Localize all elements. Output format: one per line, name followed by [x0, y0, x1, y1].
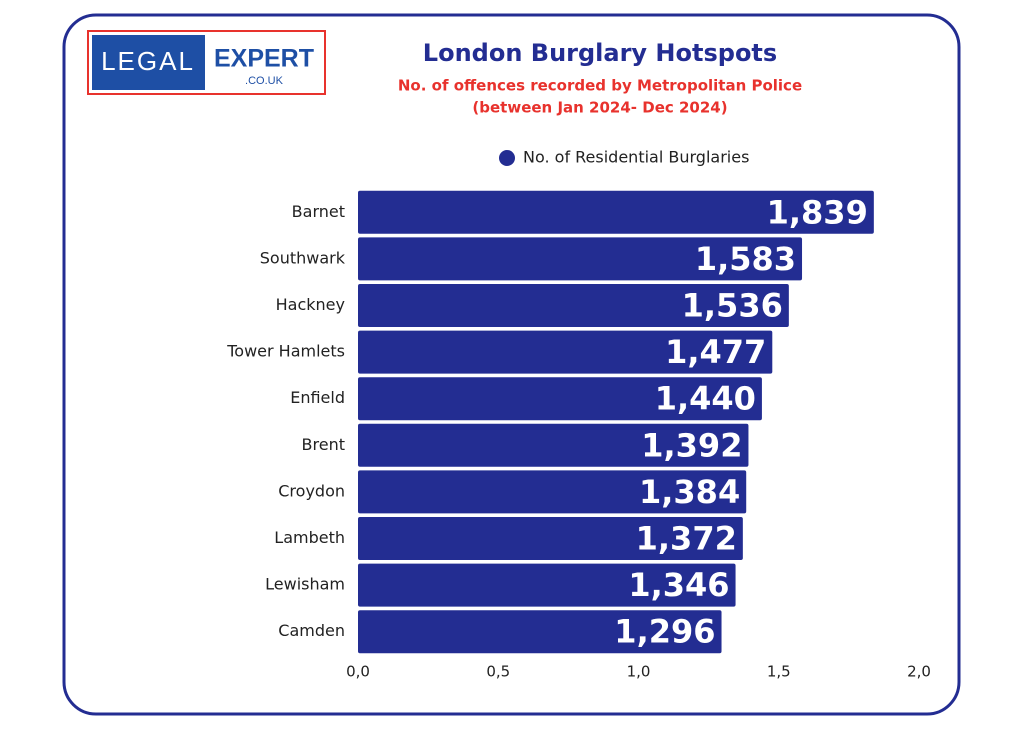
value-label: 1,440 [655, 380, 756, 418]
logo-domain: .CO.UK [245, 75, 284, 87]
value-label: 1,392 [641, 426, 742, 464]
x-tick-label: 1,0 [627, 663, 651, 681]
logo-blue [92, 35, 205, 90]
chart-title: London Burglary Hotspots [423, 39, 777, 67]
y-tick-label: Croydon [278, 481, 345, 500]
bar [358, 377, 762, 421]
value-label: 1,583 [695, 240, 796, 278]
bar [358, 517, 743, 560]
logo-right: EXPERT [214, 45, 314, 73]
chart-subtitle: No. of offences recorded by Metropolitan… [398, 77, 802, 95]
bar [358, 190, 874, 234]
y-tick-label: Southwark [260, 248, 346, 267]
y-tick-label: Brent [302, 435, 345, 454]
bar [358, 237, 803, 281]
bar [358, 330, 773, 374]
y-tick-label: Lewisham [265, 575, 345, 594]
y-tick-label: Barnet [292, 202, 345, 221]
chart-subtitle: (between Jan 2024- Dec 2024) [472, 99, 727, 117]
value-label: 1,346 [628, 566, 729, 604]
x-tick-label: 0,5 [486, 663, 510, 681]
logo-left: LEGAL [101, 46, 195, 76]
value-label: 1,477 [665, 333, 766, 371]
bar [358, 470, 747, 514]
y-tick-label: Enfield [290, 388, 345, 407]
x-tick-label: 0,0 [346, 663, 370, 681]
y-tick-label: Lambeth [274, 528, 345, 547]
legend-label: No. of Residential Burglaries [523, 148, 749, 167]
value-label: 1,372 [636, 520, 737, 558]
y-tick-label: Tower Hamlets [226, 342, 345, 361]
x-tick-label: 2,0 [907, 663, 931, 681]
value-label: 1,384 [639, 473, 740, 511]
bar [358, 423, 749, 467]
bar [358, 563, 736, 607]
value-label: 1,296 [614, 613, 715, 651]
legend-marker [499, 150, 515, 166]
bar [358, 610, 722, 654]
x-tick-label: 1,5 [767, 663, 791, 681]
value-label: 1,839 [767, 193, 868, 231]
bar [358, 284, 789, 327]
y-tick-label: Hackney [276, 295, 345, 314]
value-label: 1,536 [682, 287, 783, 325]
y-tick-label: Camden [278, 621, 345, 640]
